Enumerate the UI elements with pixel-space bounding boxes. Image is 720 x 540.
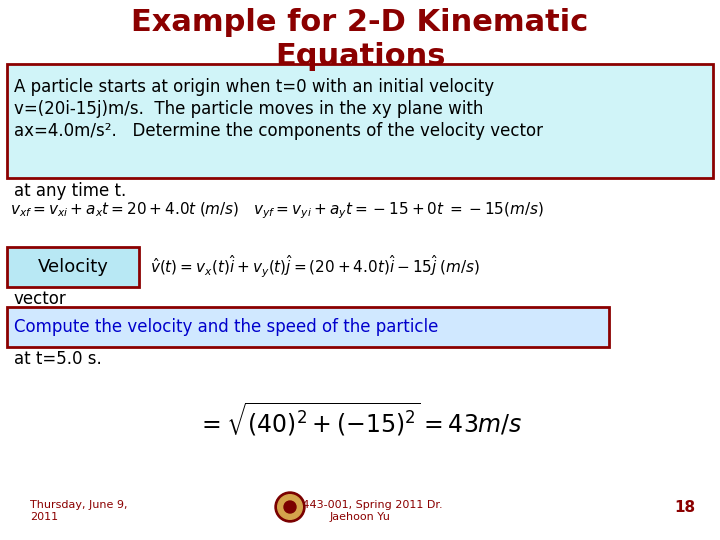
Text: Compute the velocity and the speed of the particle: Compute the velocity and the speed of th… bbox=[14, 318, 438, 336]
Text: v=(20i-15j)m/s.  The particle moves in the xy plane with: v=(20i-15j)m/s. The particle moves in th… bbox=[14, 100, 483, 118]
Text: Equations: Equations bbox=[275, 42, 445, 71]
Circle shape bbox=[278, 495, 302, 519]
FancyBboxPatch shape bbox=[7, 307, 609, 347]
Text: at t=5.0 s.: at t=5.0 s. bbox=[14, 350, 102, 368]
Circle shape bbox=[275, 492, 305, 522]
Text: YS 1443-001, Spring 2011 Dr.
Jaehoon Yu: YS 1443-001, Spring 2011 Dr. Jaehoon Yu bbox=[278, 500, 442, 522]
Text: $\hat{v}(t)=v_x(t)\hat{i}+v_y(t)\hat{j}=\left(20+4.0t\right)\hat{i}-15\hat{j}\;\: $\hat{v}(t)=v_x(t)\hat{i}+v_y(t)\hat{j}=… bbox=[150, 254, 480, 280]
Text: 18: 18 bbox=[674, 500, 695, 515]
Text: vector: vector bbox=[14, 290, 67, 308]
Circle shape bbox=[284, 501, 296, 513]
Text: Example for 2-D Kinematic: Example for 2-D Kinematic bbox=[131, 8, 589, 37]
Text: Velocity: Velocity bbox=[37, 258, 109, 276]
Text: Thursday, June 9,
2011: Thursday, June 9, 2011 bbox=[30, 500, 127, 522]
Text: $v_{xf} = v_{xi}+a_xt = 20+4.0t\;\left(m/s\right)$   $v_{yf} = v_{yi}+a_yt = -15: $v_{xf} = v_{xi}+a_xt = 20+4.0t\;\left(m… bbox=[10, 200, 544, 221]
Text: ax=4.0m/s².   Determine the components of the velocity vector: ax=4.0m/s². Determine the components of … bbox=[14, 122, 543, 140]
FancyBboxPatch shape bbox=[7, 64, 713, 178]
Text: A particle starts at origin when t=0 with an initial velocity: A particle starts at origin when t=0 wit… bbox=[14, 78, 494, 96]
FancyBboxPatch shape bbox=[7, 247, 139, 287]
Text: at any time t.: at any time t. bbox=[14, 182, 126, 200]
Text: $=\sqrt{\left(40\right)^2+\left(-15\right)^2}=43m/s$: $=\sqrt{\left(40\right)^2+\left(-15\righ… bbox=[197, 401, 523, 439]
